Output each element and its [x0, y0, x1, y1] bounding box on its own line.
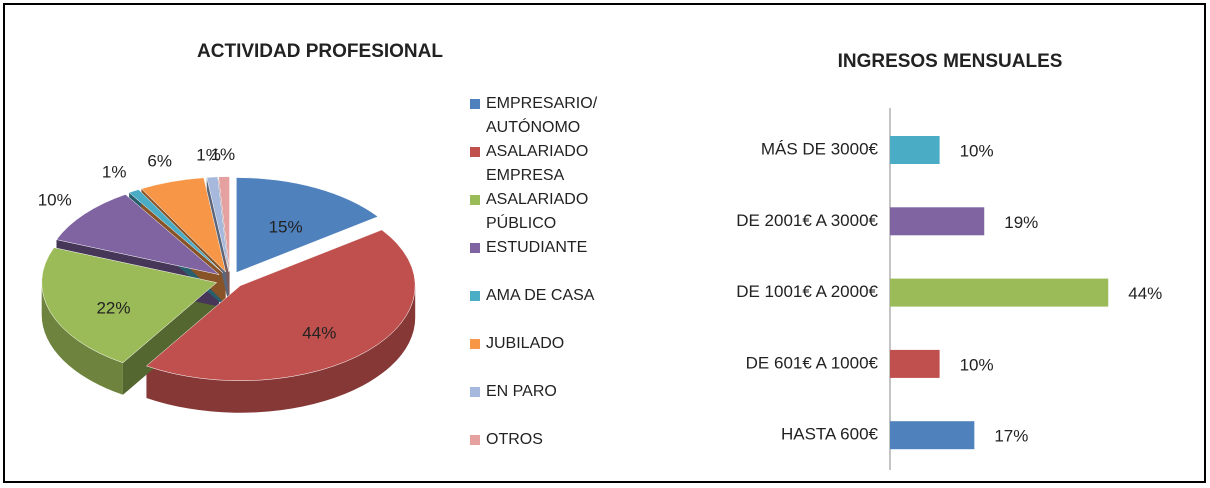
bar: [890, 421, 975, 450]
bar: [890, 278, 1109, 307]
legend-label: ASALARIADO PÚBLICO: [486, 191, 589, 232]
pie-slice-side: [41, 282, 123, 395]
legend-swatch: [470, 99, 480, 109]
bar: [890, 136, 940, 164]
pie-slice-side: [146, 285, 416, 413]
data-label: 44%: [302, 324, 336, 343]
legend-label: ESTUDIANTE: [486, 239, 588, 256]
data-label: 17%: [994, 427, 1028, 446]
legend-label: EMPRESARIO/ AUTÓNOMO: [486, 95, 598, 136]
legend-label: EN PARO: [486, 383, 557, 400]
legend-swatch: [470, 147, 480, 157]
y-tick-label: HASTA 600€: [781, 425, 879, 444]
data-label: 1%: [211, 145, 236, 164]
legend-entry: EMPRESARIO/ AUTÓNOMO: [470, 92, 636, 140]
data-label: 10%: [960, 141, 994, 160]
legend-swatch: [470, 291, 480, 301]
data-label: 10%: [960, 355, 994, 374]
legend-swatch: [470, 435, 480, 445]
data-label: 10%: [38, 190, 72, 209]
data-label: 15%: [269, 218, 303, 237]
bar: [890, 207, 985, 236]
pie-slice: [140, 177, 227, 273]
y-tick-label: DE 601€ A 1000€: [746, 353, 879, 372]
data-label: 1%: [102, 162, 127, 181]
legend-entry: ESTUDIANTE: [470, 236, 636, 260]
bar: [890, 349, 940, 378]
legend-entry: OTROS: [470, 428, 636, 452]
legend-swatch: [470, 195, 480, 205]
legend-label: OTROS: [486, 431, 543, 448]
data-label: 6%: [147, 151, 172, 170]
pie-slice: [218, 176, 230, 272]
pie-slice: [41, 247, 218, 364]
frame: [3, 3, 1206, 483]
data-label: 19%: [1004, 213, 1038, 232]
legend-entry: JUBILADO: [470, 332, 636, 356]
legend-swatch: [470, 339, 480, 349]
pie-slice: [56, 194, 220, 275]
legend-swatch: [470, 387, 480, 397]
y-tick-label: DE 1001€ A 2000€: [736, 282, 878, 301]
pie-slice: [206, 176, 229, 272]
legend-label: ASALARIADO EMPRESA: [486, 143, 589, 184]
pie-title: ACTIVIDAD PROFESIONAL: [197, 41, 443, 62]
y-tick-label: DE 2001€ A 3000€: [736, 211, 878, 230]
legend-swatch: [470, 243, 480, 253]
legend-label: JUBILADO: [486, 335, 565, 352]
data-label: 1%: [196, 146, 221, 165]
legend-entry: AMA DE CASA: [470, 284, 636, 308]
pie-slice: [145, 229, 416, 381]
pie-slice: [236, 177, 379, 273]
legend-label: AMA DE CASA: [486, 287, 595, 304]
bar-title: INGRESOS MENSUALES: [838, 51, 1063, 72]
pie-slice-wall: [122, 282, 217, 395]
legend-entry: EN PARO: [470, 380, 636, 404]
legend-entry: ASALARIADO PÚBLICO: [470, 188, 636, 236]
data-label: 44%: [1128, 284, 1162, 303]
pie-slice: [128, 189, 224, 273]
data-label: 22%: [96, 298, 130, 317]
legend-entry: ASALARIADO EMPRESA: [470, 140, 636, 188]
y-tick-label: MÁS DE 3000€: [761, 139, 879, 158]
